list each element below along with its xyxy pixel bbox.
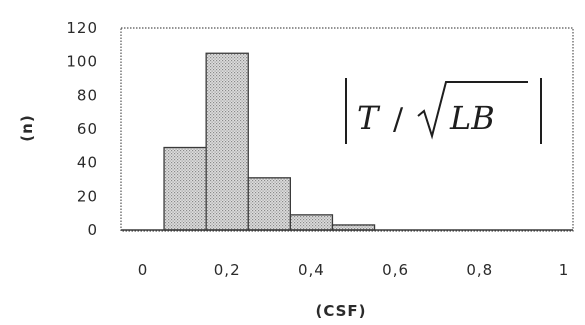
y-tick-label: 80	[77, 86, 98, 104]
formula-numerator: T	[357, 99, 381, 137]
sqrt-sign-icon	[417, 81, 528, 140]
x-tick-label: 1	[559, 261, 570, 279]
x-tick-label: 0	[138, 261, 149, 279]
histogram-bar	[205, 52, 249, 231]
y-tick-label: 120	[66, 19, 98, 37]
x-tick-label: 0,2	[214, 261, 241, 279]
histogram-bar	[331, 224, 376, 231]
formula-separator: /	[393, 102, 404, 137]
plot-area	[120, 27, 574, 232]
formula-annotation: T / LB	[345, 78, 542, 144]
y-axis-label: (n)	[18, 114, 36, 141]
y-tick-label: 40	[77, 154, 98, 172]
y-tick-label: 100	[66, 53, 98, 71]
y-tick-label: 60	[77, 120, 98, 138]
bars-group	[163, 52, 376, 231]
y-tick-label: 0	[87, 221, 98, 239]
x-tick-label: 0,8	[466, 261, 493, 279]
histogram-bar	[247, 177, 291, 231]
histogram-bar	[289, 214, 334, 231]
histogram-bar	[163, 146, 207, 231]
y-tick-label: 20	[77, 187, 98, 205]
x-tick-label: 0,6	[382, 261, 409, 279]
formula-radicand: LB	[449, 99, 495, 137]
x-tick-label: 0,4	[298, 261, 325, 279]
y-axis-ticks: 0 20 40 60 80 100 120	[66, 19, 98, 239]
x-axis-ticks: 0 0,2 0,4 0,6 0,8 1	[138, 261, 570, 279]
x-axis-label: (CSF)	[315, 302, 366, 320]
